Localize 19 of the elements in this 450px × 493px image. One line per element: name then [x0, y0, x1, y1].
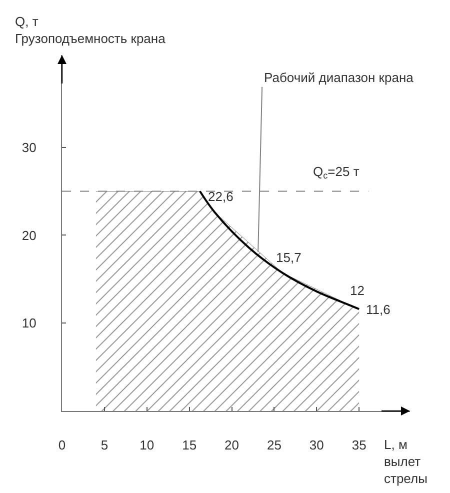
data-label: 15,7 [276, 250, 302, 265]
x-tick-label: 15 [182, 438, 197, 453]
y-tick-label: 30 [22, 140, 36, 155]
x-tick-label: 35 [352, 438, 366, 453]
x-tick-label: 20 [224, 438, 239, 453]
y-tick-label: 10 [22, 316, 36, 331]
y-tick-label: 20 [22, 228, 36, 243]
data-label: 11,6 [366, 302, 390, 317]
annotation: Рабочий диапазон крана [264, 70, 414, 85]
y-axis-title: Q, т Грузоподъемность крана [15, 14, 166, 46]
data-label: 12 [350, 283, 364, 298]
ref-line-label: Q$_{с}$=25 т [313, 164, 360, 181]
x-tick-label: 0 [58, 438, 66, 453]
x-axis-title: L, м вылет стрелы [384, 437, 428, 486]
x-tick-label: 30 [309, 438, 324, 453]
x-tick-label: 5 [100, 438, 108, 453]
data-label: 22,6 [208, 189, 234, 204]
x-tick-label: 25 [266, 438, 282, 453]
x-tick-label: 10 [140, 438, 154, 453]
